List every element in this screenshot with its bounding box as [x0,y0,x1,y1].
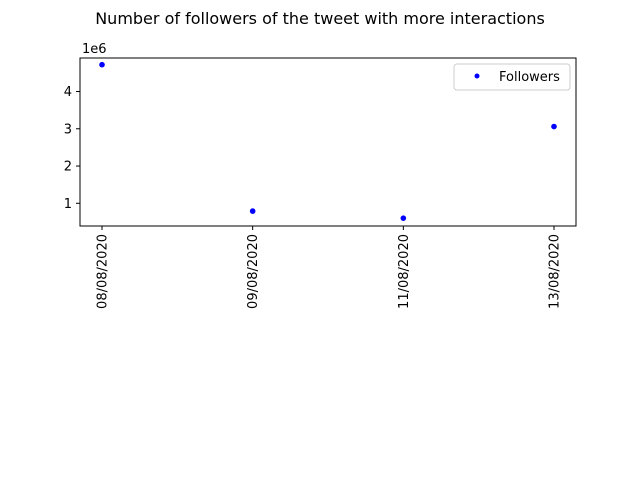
legend: Followers [453,63,571,91]
chart-title: Number of followers of the tweet with mo… [95,9,545,28]
data-point [99,61,105,68]
legend-label-followers: Followers [499,70,560,85]
x-tick-label: 13/08/2020 [548,234,563,309]
x-tick-label: 09/08/2020 [246,234,261,309]
x-tick-label: 11/08/2020 [397,234,412,309]
series-followers [99,61,557,221]
y-axis: 1 2 3 4 [64,85,80,212]
data-point [249,208,256,214]
data-point [400,215,407,221]
y-tick-label: 2 [64,160,72,175]
legend-box [453,63,571,91]
y-tick-label: 4 [64,85,72,100]
x-axis: 08/08/2020 09/08/2020 11/08/2020 13/08/2020 [96,226,563,309]
y-multiplier-label: 1e6 [82,42,107,57]
data-point [551,123,557,130]
legend-marker [474,73,480,79]
y-tick-label: 3 [64,122,72,137]
x-tick-label: 08/08/2020 [96,234,111,309]
y-tick-label: 1 [64,197,72,212]
